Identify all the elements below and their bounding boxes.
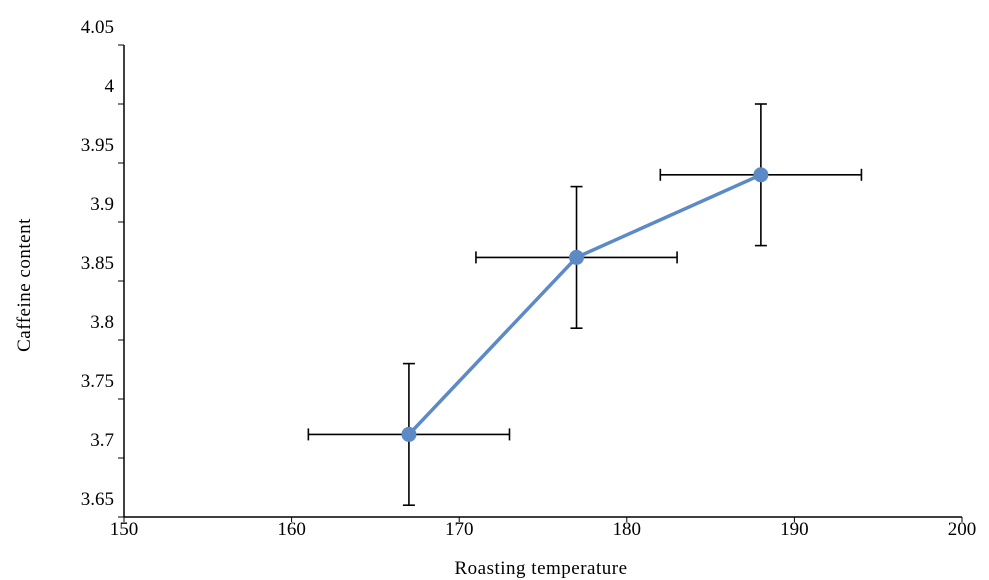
y-tick-label: 3.95 xyxy=(81,135,114,156)
error-bars xyxy=(307,103,863,507)
x-tick-label: 170 xyxy=(445,519,474,540)
data-point xyxy=(569,249,585,265)
x-tick-label: 180 xyxy=(613,519,642,540)
y-tick-label: 3.65 xyxy=(81,489,114,510)
y-axis-ticks: 3.65 3.7 3.75 3.8 3.85 3.9 3.95 4 4.05 xyxy=(81,17,124,518)
y-tick-label: 3.7 xyxy=(90,430,114,451)
data-point xyxy=(401,426,417,442)
x-tick-label: 200 xyxy=(948,519,977,540)
y-tick-label: 3.8 xyxy=(90,312,114,333)
x-tick-label: 150 xyxy=(110,519,139,540)
y-tick-label: 3.9 xyxy=(90,194,114,215)
x-tick-label: 160 xyxy=(277,519,306,540)
data-point xyxy=(753,167,769,183)
y-tick-label: 3.85 xyxy=(81,253,114,274)
series xyxy=(401,167,769,442)
x-axis-ticks: 150 160 170 180 190 200 xyxy=(110,517,977,540)
x-tick-label: 190 xyxy=(780,519,809,540)
x-axis-title: Roasting temperature xyxy=(454,558,627,579)
y-tick-label: 3.75 xyxy=(81,371,114,392)
series-line xyxy=(407,173,762,436)
y-tick-label: 4.05 xyxy=(81,17,114,38)
y-axis-title: Caffeine content xyxy=(14,218,35,352)
axes xyxy=(123,45,962,518)
y-tick-label: 4 xyxy=(105,76,115,97)
